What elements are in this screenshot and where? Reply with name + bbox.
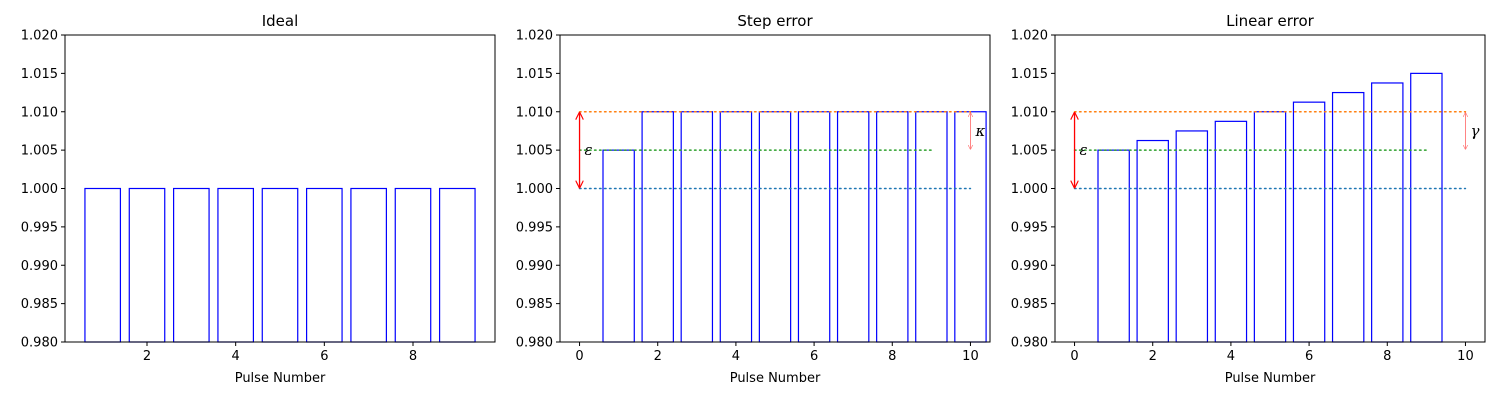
x-tick-label: 4 (1227, 349, 1235, 364)
x-tick-label: 6 (810, 349, 818, 364)
x-tick-label: 8 (888, 349, 896, 364)
x-tick-label: 2 (1149, 349, 1157, 364)
bar-2 (641, 111, 674, 343)
y-tick-label: 1.005 (1011, 144, 1048, 159)
bar-2 (128, 187, 166, 343)
x-axis-label: Pulse Number (1225, 371, 1316, 386)
y-tick-label: 1.020 (516, 29, 553, 44)
y-tick-label: 1.020 (1011, 29, 1048, 44)
x-tick-label: 8 (1383, 349, 1391, 364)
bars (84, 187, 476, 343)
bar-3 (680, 111, 714, 343)
x-tick-label: 2 (654, 349, 662, 364)
y-tick-label: 0.980 (1011, 336, 1048, 351)
y-tick-label: 0.980 (21, 336, 58, 351)
bar-8 (1371, 82, 1404, 343)
bar-1 (84, 187, 122, 343)
x-tick-label: 10 (962, 349, 979, 364)
y-tick-label: 1.010 (21, 105, 58, 120)
x-tick-label: 0 (575, 349, 583, 364)
bar-3 (173, 187, 210, 343)
bars (602, 111, 987, 343)
bar-9 (438, 187, 476, 343)
bar-6 (797, 111, 831, 343)
y-tick-label: 0.990 (21, 259, 58, 274)
bar-1 (1097, 149, 1130, 343)
bar-5 (1253, 111, 1287, 343)
y-tick-label: 1.015 (516, 67, 553, 82)
y-tick-label: 1.015 (1011, 67, 1048, 82)
chart-panel-2: ε κ 0.980 0.985 0.990 0.995 1.000 1.005 1.010 1.0… (516, 12, 991, 386)
annotation-label-1: ε (1080, 141, 1088, 159)
y-tick-label: 1.000 (1011, 182, 1048, 197)
y-tick-label: 1.010 (1011, 105, 1048, 120)
annotation-label-2: γ (1470, 122, 1479, 140)
y-tick-label: 1.015 (21, 67, 58, 82)
bar-6 (1292, 101, 1326, 343)
bar-1 (602, 149, 635, 343)
x-tick-label: 4 (232, 349, 240, 364)
x-tick-label: 10 (1457, 349, 1474, 364)
bar-6 (305, 187, 343, 343)
bar-7 (1331, 91, 1365, 343)
x-tick-label: 8 (409, 349, 417, 364)
bar-8 (394, 187, 432, 343)
x-axis-label: Pulse Number (235, 371, 326, 386)
y-tick-label: 0.990 (516, 259, 553, 274)
x-tick-label: 6 (1305, 349, 1313, 364)
bar-4 (217, 187, 255, 343)
chart-title: Ideal (262, 12, 299, 30)
y-tick-label: 0.980 (516, 336, 553, 351)
annotation-label-1: ε (585, 141, 593, 159)
y-tick-label: 0.990 (1011, 259, 1048, 274)
bar-5 (758, 111, 792, 343)
bar-8 (876, 111, 909, 343)
x-axis-label: Pulse Number (730, 371, 821, 386)
bar-2 (1136, 139, 1169, 343)
y-tick-label: 1.000 (21, 182, 58, 197)
bar-9 (915, 111, 948, 343)
chart-title: Linear error (1226, 12, 1315, 30)
bar-9 (1410, 72, 1443, 343)
chart-title: Step error (737, 12, 813, 30)
bar-7 (350, 187, 387, 343)
y-tick-label: 0.995 (516, 220, 553, 235)
bar-5 (261, 187, 299, 343)
y-tick-label: 0.985 (516, 297, 553, 312)
y-tick-label: 1.005 (516, 144, 553, 159)
bar-3 (1175, 130, 1209, 343)
bar-7 (836, 111, 870, 343)
x-tick-label: 4 (732, 349, 740, 364)
y-tick-label: 0.995 (1011, 220, 1048, 235)
y-tick-label: 1.000 (516, 182, 553, 197)
y-tick-label: 0.995 (21, 220, 58, 235)
x-tick-label: 0 (1070, 349, 1078, 364)
y-tick-label: 1.005 (21, 144, 58, 159)
chart-panel-3: ε γ 0.980 0.985 0.990 0.995 1.000 1.005 1.010 1.0… (1011, 12, 1486, 386)
x-tick-label: 6 (320, 349, 328, 364)
y-tick-label: 1.010 (516, 105, 553, 120)
y-tick-label: 0.985 (21, 297, 58, 312)
chart-panel-1: 0.980 0.985 0.990 0.995 1.000 1.005 1.010 1.015… (21, 12, 496, 386)
x-tick-label: 2 (143, 349, 151, 364)
y-tick-label: 1.020 (21, 29, 58, 44)
bar-4 (1214, 120, 1248, 343)
bars (1097, 72, 1443, 343)
annotation-label-2: κ (974, 122, 985, 140)
y-tick-label: 0.985 (1011, 297, 1048, 312)
bar-4 (719, 111, 753, 343)
